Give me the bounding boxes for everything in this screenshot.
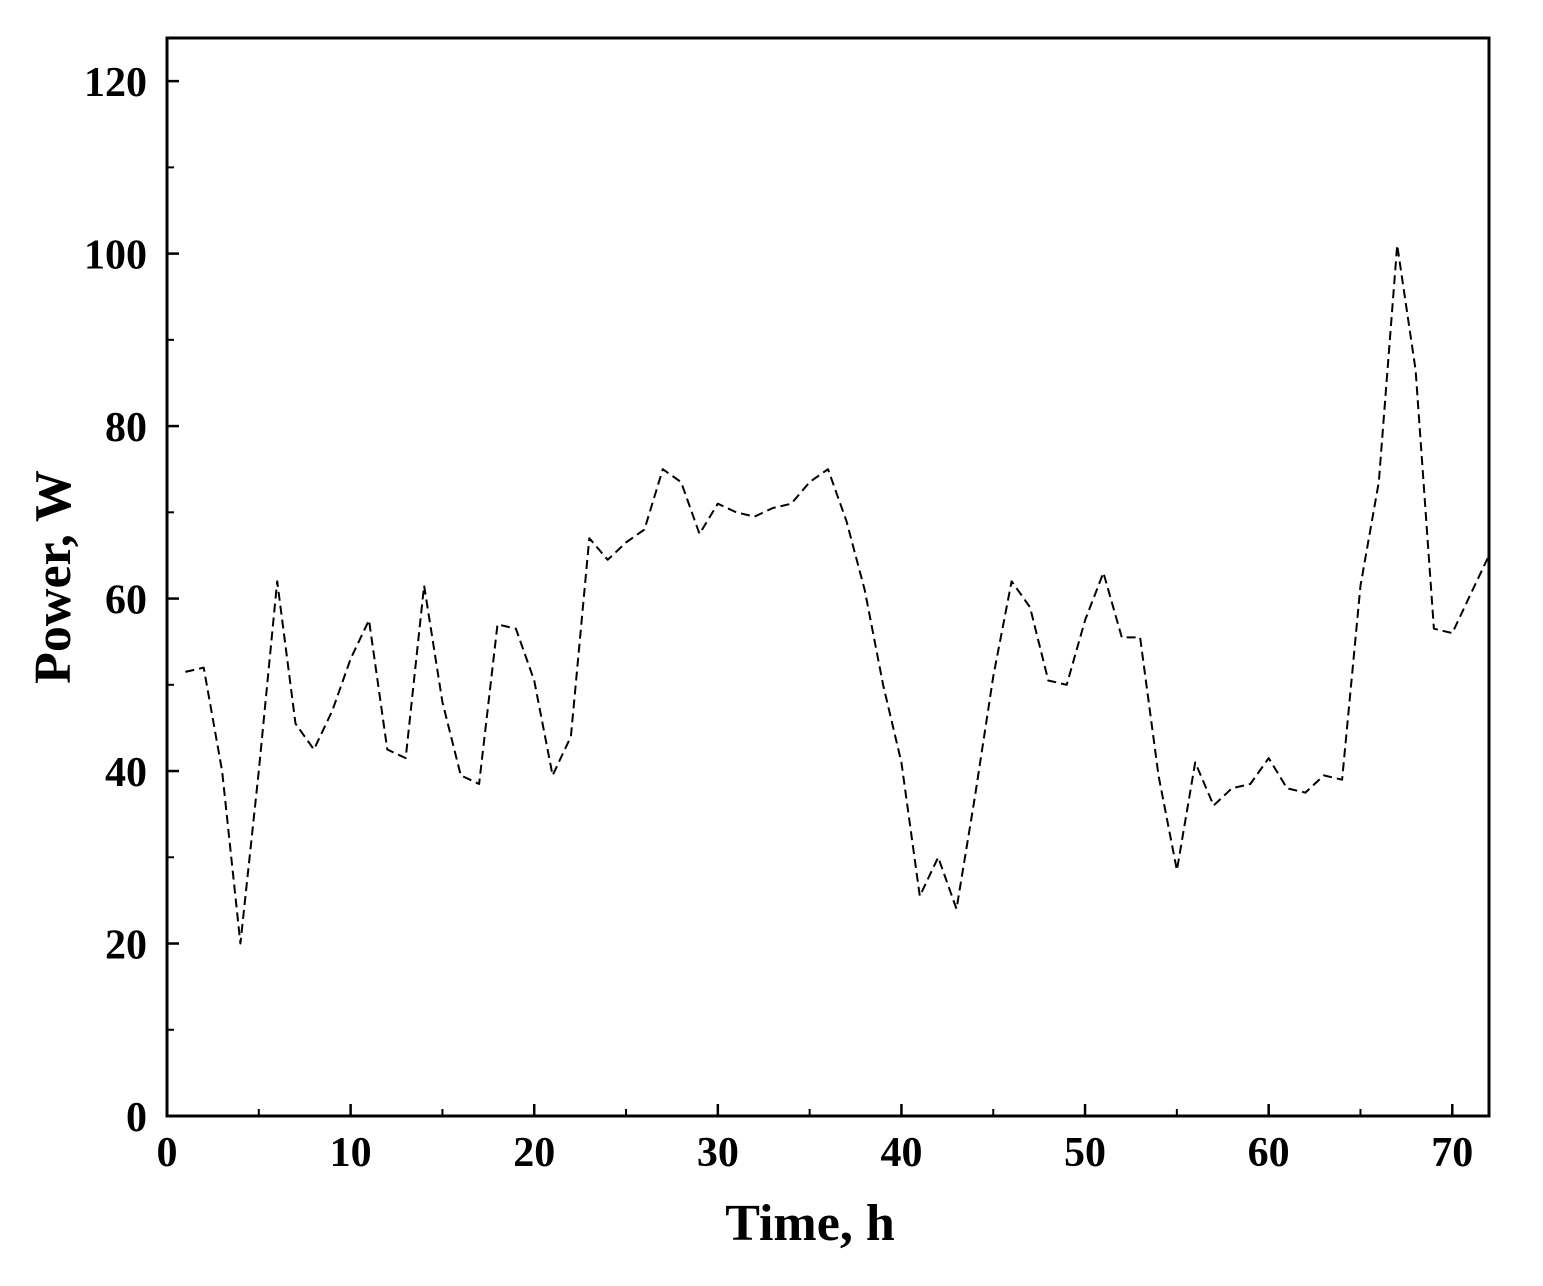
y-tick-label: 20: [105, 923, 147, 969]
x-tick-label: 30: [697, 1130, 739, 1176]
x-tick-label: 50: [1064, 1130, 1106, 1176]
x-tick-label: 40: [880, 1130, 922, 1176]
plot-area: [165, 36, 1491, 1118]
y-tick-label: 100: [84, 233, 147, 279]
axis-ticks: [165, 79, 1454, 1118]
x-tick-label: 0: [157, 1130, 178, 1176]
x-axis-title: Time, h: [725, 1195, 895, 1252]
tick-labels: 0 10 20 30 40 50 60 70 0 20 40 60 80 100 120: [84, 60, 1473, 1176]
x-tick-label: 60: [1248, 1130, 1290, 1176]
y-tick-label: 60: [105, 578, 147, 624]
x-tick-label: 10: [330, 1130, 372, 1176]
y-tick-label: 40: [105, 750, 147, 796]
y-tick-label: 80: [105, 405, 147, 451]
y-axis-title: Power, W: [25, 470, 82, 684]
y-tick-label: 120: [84, 60, 147, 106]
series-group: [185, 244, 1490, 945]
x-tick-label: 70: [1431, 1130, 1473, 1176]
plot-frame: [165, 36, 1491, 1118]
y-tick-label: 0: [126, 1095, 147, 1141]
series-line: [185, 244, 1490, 945]
x-tick-label: 20: [513, 1130, 555, 1176]
